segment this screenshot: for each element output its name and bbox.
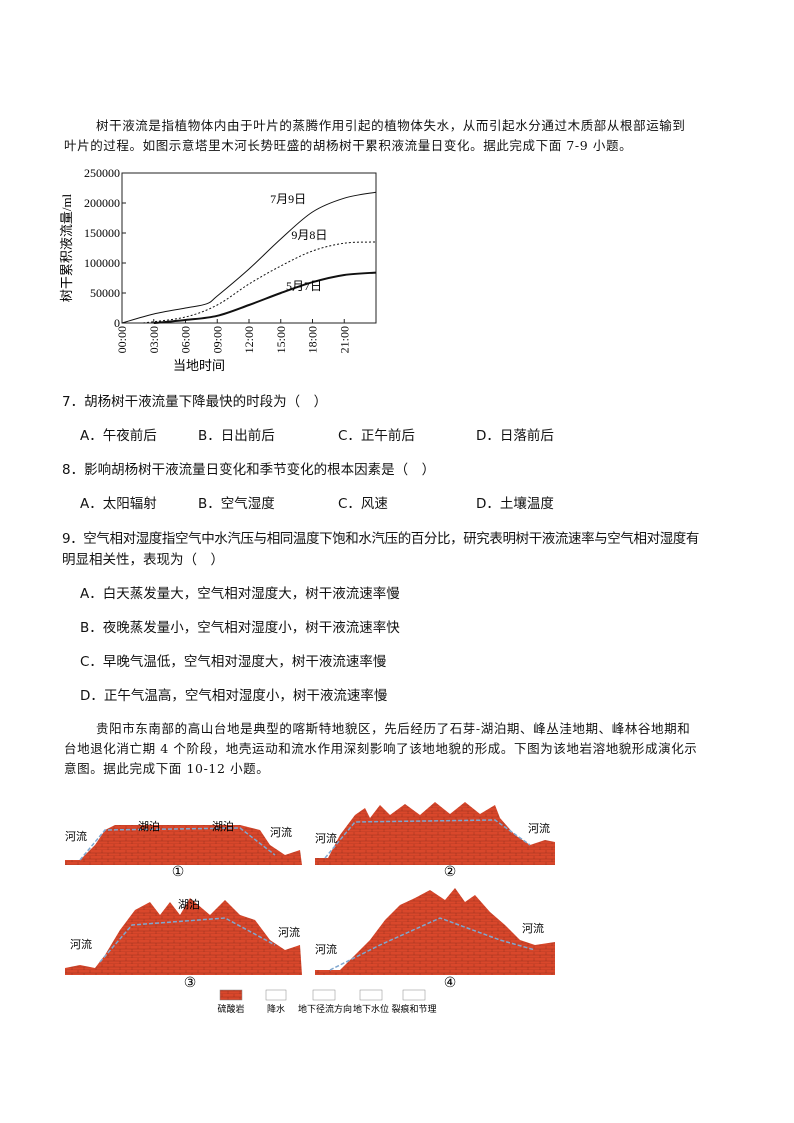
- x-axis-label: 当地时间: [173, 358, 225, 373]
- panel-1-label-river-right: 河流: [270, 825, 292, 839]
- panel-3-label-lake: 湖泊: [178, 898, 200, 911]
- legend-fracture-icon: [402, 989, 426, 1001]
- passage2-line1: 贵阳市东南部的高山台地是典型的喀斯特地貌区，先后经历了石芽-湖泊期、峰丛洼地期、…: [96, 721, 691, 736]
- legend-rock: 硫酸岩: [217, 1003, 244, 1015]
- passage2-line2: 台地退化消亡期 4 个阶段，地壳运动和流水作用深刻影响了该地地貌的形成。下图为该…: [64, 741, 698, 756]
- panel-1-number: ①: [172, 864, 185, 880]
- q9-option-c[interactable]: C．早晚气温低，空气相对湿度大，树干液流速率慢: [80, 654, 387, 670]
- panel-4: 河流 河流 ④: [315, 888, 555, 991]
- x-tick-label: 06:00: [179, 326, 193, 353]
- y-tick-label: 100000: [84, 256, 120, 270]
- panel-4-label-river-left: 河流: [315, 942, 337, 956]
- panel-4-label-river-right: 河流: [522, 921, 544, 935]
- q9-option-a[interactable]: A．白天蒸发量大，空气相对湿度大，树干液流速率慢: [80, 586, 400, 602]
- series-label-0: 7月9日: [270, 192, 306, 206]
- legend-rock-swatch: [219, 989, 243, 1001]
- y-tick-label: 200000: [84, 196, 120, 210]
- legend-water-table: 地下水位: [353, 1003, 389, 1015]
- panel-1-label-river-left: 河流: [65, 829, 87, 843]
- question-9-line2: 明显相关性，表现为（ ）: [62, 552, 224, 568]
- panel-2: 河流 河流 ②: [315, 802, 555, 880]
- x-tick-label: 09:00: [210, 326, 224, 353]
- x-tick-label: 00:00: [115, 326, 129, 353]
- sap-flow-chart: 0 50000 100000 150000 200000 250000 00:00 03:00…: [59, 166, 377, 373]
- legend-rain: 降水: [267, 1003, 285, 1015]
- series-line-1: [143, 241, 377, 324]
- question-8: 8．影响胡杨树干液流量日变化和季节变化的根本因素是（ ）: [62, 462, 436, 478]
- q9-option-d[interactable]: D．正午气温高，空气相对湿度小，树干液流速率慢: [80, 688, 388, 704]
- q8-option-c[interactable]: C．风速: [338, 496, 388, 512]
- legend-water-table-icon: [359, 989, 383, 1001]
- x-tick-label: 18:00: [306, 326, 320, 353]
- panel-2-label-river-right: 河流: [528, 821, 550, 835]
- q8-option-a[interactable]: A．太阳辐射: [80, 496, 157, 512]
- legend: 硫酸岩 降水 地下径流方向 地下水位 裂痕和节理: [217, 989, 437, 1015]
- q7-option-d[interactable]: D．日落前后: [476, 428, 554, 444]
- panel-3: 河流 湖泊 河流 ③: [65, 898, 302, 991]
- series-line-2: [153, 271, 377, 324]
- q7-option-b[interactable]: B．日出前后: [198, 428, 275, 444]
- passage2-line3: 意图。据此完成下面 10-12 小题。: [64, 761, 270, 776]
- q8-option-d[interactable]: D．土壤温度: [476, 496, 554, 512]
- question-9-line1: 9．空气相对湿度指空气中水汽压与相同温度下饱和水汽压的百分比，研究表明树干液流速…: [62, 531, 699, 547]
- panel-3-label-river-right: 河流: [278, 925, 300, 939]
- series-label-2: 5月7日: [286, 279, 322, 293]
- panel-2-number: ②: [444, 864, 457, 880]
- q7-option-c[interactable]: C．正午前后: [338, 428, 415, 444]
- legend-groundwater-flow: 地下径流方向: [298, 1003, 352, 1015]
- y-tick-label: 50000: [90, 286, 120, 300]
- x-tick-label: 12:00: [242, 326, 256, 353]
- panel-1-label-lake-1: 湖泊: [138, 820, 160, 833]
- karst-evolution-diagram: 河流 湖泊 湖泊 河流 ① 河流 河流 ② 河流 湖泊 河流 ③ 河流 河流 ④…: [65, 802, 555, 1015]
- plot-frame: [121, 172, 377, 324]
- legend-flow-arrow-icon: [312, 989, 336, 1001]
- panel-1-label-lake-2: 湖泊: [212, 820, 234, 833]
- y-tick-label: 150000: [84, 226, 120, 240]
- series-line-0: [121, 191, 377, 324]
- legend-rain-icon: [265, 989, 287, 1001]
- q8-option-b[interactable]: B．空气湿度: [198, 496, 275, 512]
- x-tick-label: 21:00: [337, 326, 351, 353]
- panel-4-number: ④: [444, 975, 457, 991]
- series-label-1: 9月8日: [291, 228, 327, 242]
- panel-2-label-river-left: 河流: [315, 831, 337, 845]
- y-tick-label: 250000: [84, 166, 120, 180]
- passage1-line1: 树干液流是指植物体内由于叶片的蒸腾作用引起的植物体失水，从而引起水分通过木质部从…: [96, 118, 686, 133]
- x-tick-label: 03:00: [147, 326, 161, 353]
- panel-1: 河流 湖泊 湖泊 河流 ①: [65, 820, 302, 880]
- question-7: 7．胡杨树干液流量下降最快的时段为（ ）: [62, 394, 328, 410]
- x-tick-label: 15:00: [274, 326, 288, 353]
- y-tick-label: 0: [114, 316, 120, 330]
- panel-3-number: ③: [184, 975, 197, 991]
- passage1-line2: 叶片的过程。如图示意塔里木河长势旺盛的胡杨树干累积液流量日变化。据此完成下面 7…: [64, 138, 633, 153]
- q7-option-a[interactable]: A．午夜前后: [80, 428, 157, 444]
- legend-fractures: 裂痕和节理: [391, 1003, 436, 1015]
- panel-3-label-river-left: 河流: [70, 937, 92, 951]
- y-axis-label: 树干累积液流量/ml: [59, 193, 74, 302]
- q9-option-b[interactable]: B．夜晚蒸发量小，空气相对湿度小，树干液流速率快: [80, 620, 400, 636]
